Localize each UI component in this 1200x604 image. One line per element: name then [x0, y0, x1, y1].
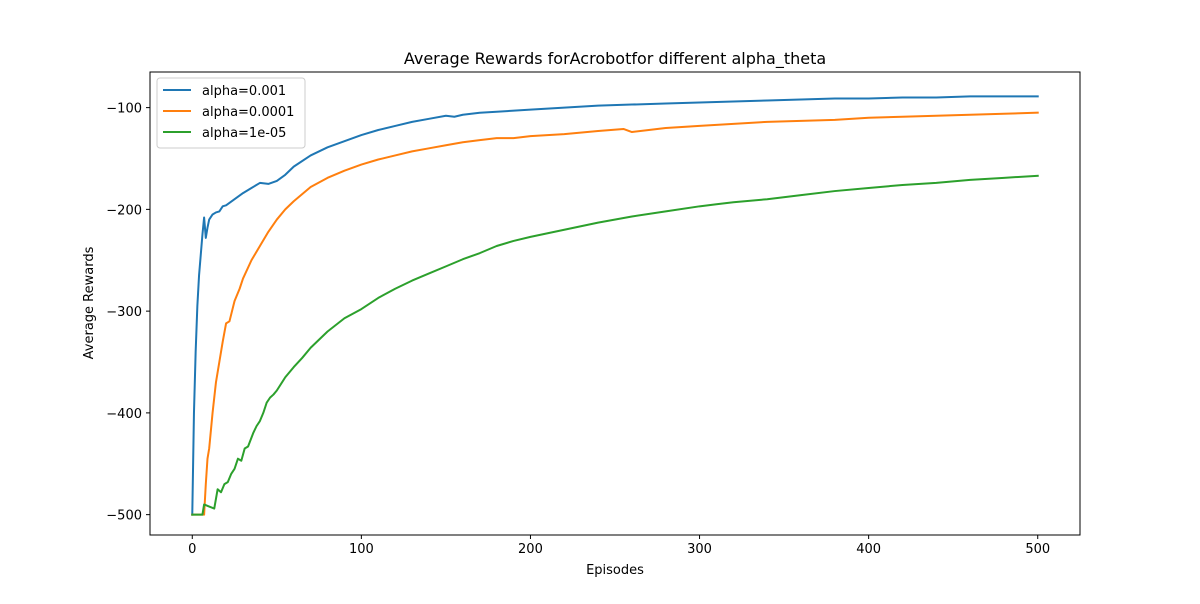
- y-tick-label: −100: [106, 102, 142, 117]
- y-axis-label: Average Rewards: [82, 246, 97, 359]
- series-layer: [191, 95, 1039, 516]
- y-tick-label: −200: [106, 203, 142, 218]
- legend-label-2: alpha=0.0001: [202, 105, 294, 120]
- x-tick-label: 500: [1025, 542, 1050, 557]
- x-tick-label: 100: [349, 542, 374, 557]
- legend-box: [156, 77, 306, 149]
- x-tick-label: 300: [687, 542, 712, 557]
- x-tick-label: 0: [188, 542, 196, 557]
- x-axis-label: Episodes: [586, 563, 644, 578]
- series-line-3: [191, 174, 1039, 516]
- chart-title: Average Rewards forAcrobotfor different …: [404, 49, 826, 69]
- y-tick-label: −500: [106, 509, 142, 524]
- plot-frame: [149, 71, 1081, 536]
- x-axis-ticks: 0 100 200 300 400 500: [188, 535, 1050, 557]
- y-tick-label: −400: [106, 407, 142, 422]
- legend: alpha=0.001 alpha=0.0001 alpha=1e-05: [156, 77, 306, 149]
- series-line-1: [191, 95, 1039, 516]
- legend-items: alpha=0.001 alpha=0.0001 alpha=1e-05: [163, 84, 294, 141]
- series-line-2: [191, 111, 1039, 516]
- y-tick-label: −300: [106, 305, 142, 320]
- x-tick-label: 200: [518, 542, 543, 557]
- legend-label-3: alpha=1e-05: [202, 126, 286, 141]
- x-tick-label: 400: [856, 542, 881, 557]
- y-axis-ticks: −500 −400 −300 −200 −100: [106, 102, 150, 524]
- legend-label-1: alpha=0.001: [202, 84, 286, 99]
